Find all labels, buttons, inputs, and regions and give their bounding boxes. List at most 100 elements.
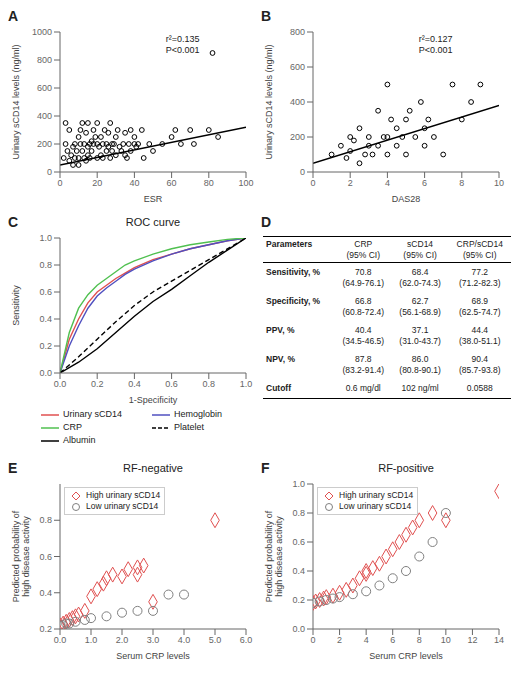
svg-text:40: 40 — [129, 178, 139, 188]
svg-text:400: 400 — [37, 111, 52, 121]
svg-text:0.0: 0.0 — [54, 379, 67, 389]
svg-text:6: 6 — [422, 178, 427, 188]
svg-text:0.8: 0.8 — [39, 515, 52, 525]
svg-text:0.4: 0.4 — [128, 379, 141, 389]
svg-text:80: 80 — [204, 178, 214, 188]
html-text:40.4 (34.5-46.5): 40.4 (34.5-46.5) — [342, 325, 385, 346]
svg-text:0.6: 0.6 — [39, 552, 52, 562]
svg-text:3.0: 3.0 — [147, 635, 160, 645]
html-text:68.4 (62.0-74.3): 68.4 (62.0-74.3) — [399, 267, 441, 288]
svg-text:4: 4 — [385, 178, 390, 188]
html-text:44.4 (38.0-51.1): 44.4 (38.0-51.1) — [459, 325, 501, 346]
svg-text:0.2: 0.2 — [39, 624, 52, 634]
html-text:C: C — [8, 214, 19, 230]
html-text:r²=0.135 P<0.001: r²=0.135 P<0.001 — [165, 34, 200, 55]
html-text:90.4 (85.7-93.8): 90.4 (85.7-93.8) — [459, 354, 501, 375]
svg-text:Sensitivity: Sensitivity — [11, 285, 21, 326]
html-text:Hemoglobin: Hemoglobin — [174, 409, 222, 419]
svg-text:DAS28: DAS28 — [392, 194, 421, 204]
svg-text:4.0: 4.0 — [178, 635, 191, 645]
svg-text:10: 10 — [441, 635, 451, 645]
html-text:Albumin: Albumin — [63, 435, 96, 445]
svg-text:600: 600 — [290, 62, 305, 72]
html-text:RF-negative: RF-negative — [123, 462, 183, 474]
svg-text:0.0: 0.0 — [292, 624, 305, 634]
html-text:RF-positive: RF-positive — [378, 462, 434, 474]
html-text:A: A — [8, 8, 19, 24]
svg-text:0.4: 0.4 — [39, 588, 52, 598]
html-text:CRP: CRP — [63, 422, 82, 432]
html-text:77.2 (71.2-82.3): 77.2 (71.2-82.3) — [459, 267, 501, 288]
svg-text:0.6: 0.6 — [165, 379, 178, 389]
svg-text:14: 14 — [494, 635, 504, 645]
html-text:70.8 (64.9-76.1): 70.8 (64.9-76.1) — [342, 267, 385, 288]
svg-text:10: 10 — [494, 178, 504, 188]
svg-text:400: 400 — [290, 97, 305, 107]
svg-text:60: 60 — [167, 178, 177, 188]
svg-text:200: 200 — [37, 139, 52, 149]
svg-text:6: 6 — [390, 635, 395, 645]
svg-text:8: 8 — [417, 635, 422, 645]
svg-text:2: 2 — [337, 635, 342, 645]
svg-text:Urinary sCD14 levels (ng/ml): Urinary sCD14 levels (ng/ml) — [11, 44, 21, 159]
html-text:ROC curve: ROC curve — [125, 216, 181, 228]
html-text:D: D — [261, 214, 272, 230]
svg-text:4: 4 — [364, 635, 369, 645]
html-text:37.1 (31.0-43.7): 37.1 (31.0-43.7) — [399, 325, 441, 346]
svg-text:1.0: 1.0 — [85, 635, 98, 645]
svg-text:0.2: 0.2 — [91, 379, 104, 389]
html-text:CRP/sCD14 (95% CI): CRP/sCD14 (95% CI) — [456, 239, 503, 260]
svg-text:Urinary sCD14 levels (ng/ml): Urinary sCD14 levels (ng/ml) — [264, 44, 274, 159]
svg-text:2.0: 2.0 — [116, 635, 129, 645]
svg-text:1000: 1000 — [32, 27, 52, 37]
svg-text:Predicted probability ofhigh d: Predicted probability ofhigh disease act… — [264, 510, 284, 602]
svg-text:Predicted probability ofhigh d: Predicted probability ofhigh disease act… — [11, 510, 31, 602]
svg-text:0.0: 0.0 — [54, 635, 67, 645]
svg-text:1-Specificity: 1-Specificity — [129, 395, 178, 405]
html-text:Parameters: Parameters — [266, 239, 313, 249]
svg-text:0.4: 0.4 — [39, 314, 52, 324]
svg-text:2: 2 — [348, 178, 353, 188]
svg-text:0.2: 0.2 — [39, 341, 52, 351]
svg-text:800: 800 — [290, 27, 305, 37]
html-text:Urinary sCD14: Urinary sCD14 — [63, 409, 122, 419]
html-text:66.8 (60.8-72.4): 66.8 (60.8-72.4) — [342, 296, 385, 317]
svg-text:0.8: 0.8 — [203, 379, 216, 389]
html-text:sCD14 (95% CI): sCD14 (95% CI) — [403, 239, 437, 260]
svg-text:20: 20 — [92, 178, 102, 188]
svg-text:800: 800 — [37, 55, 52, 65]
svg-text:1.0: 1.0 — [292, 479, 305, 489]
svg-text:12: 12 — [467, 635, 477, 645]
svg-text:8: 8 — [459, 178, 464, 188]
svg-text:0.2: 0.2 — [292, 595, 305, 605]
svg-text:200: 200 — [290, 132, 305, 142]
html-text:62.7 (56.1-68.9): 62.7 (56.1-68.9) — [399, 296, 441, 317]
svg-text:1.0: 1.0 — [39, 233, 52, 243]
svg-text:5.0: 5.0 — [209, 635, 222, 645]
svg-text:Serum CRP levels: Serum CRP levels — [116, 651, 190, 661]
svg-text:0: 0 — [300, 167, 305, 177]
svg-text:0.6: 0.6 — [292, 537, 305, 547]
html-text:r²=0.127 P<0.001: r²=0.127 P<0.001 — [418, 34, 453, 55]
svg-text:6.0: 6.0 — [240, 635, 253, 645]
svg-text:600: 600 — [37, 83, 52, 93]
svg-text:0.4: 0.4 — [292, 566, 305, 576]
html-text:86.0 (80.8-90.1): 86.0 (80.8-90.1) — [399, 354, 441, 375]
svg-text:0.8: 0.8 — [39, 260, 52, 270]
svg-text:0.6: 0.6 — [39, 287, 52, 297]
html-text:CRP (95% CI): CRP (95% CI) — [346, 239, 380, 260]
html-text:Platelet: Platelet — [174, 422, 204, 432]
svg-text:0.8: 0.8 — [292, 508, 305, 518]
svg-text:1.0: 1.0 — [240, 379, 253, 389]
html-text:B: B — [261, 8, 272, 24]
svg-text:0: 0 — [47, 167, 52, 177]
html-text:87.8 (83.2-91.4): 87.8 (83.2-91.4) — [342, 354, 385, 375]
svg-text:0: 0 — [310, 635, 315, 645]
svg-text:0.0: 0.0 — [39, 368, 52, 378]
svg-text:100: 100 — [238, 178, 253, 188]
svg-text:0: 0 — [57, 178, 62, 188]
html-text:68.9 (62.5-74.7): 68.9 (62.5-74.7) — [459, 296, 501, 317]
svg-text:Serum CRP levels: Serum CRP levels — [369, 651, 443, 661]
svg-text:0: 0 — [310, 178, 315, 188]
svg-text:ESR: ESR — [144, 194, 163, 204]
